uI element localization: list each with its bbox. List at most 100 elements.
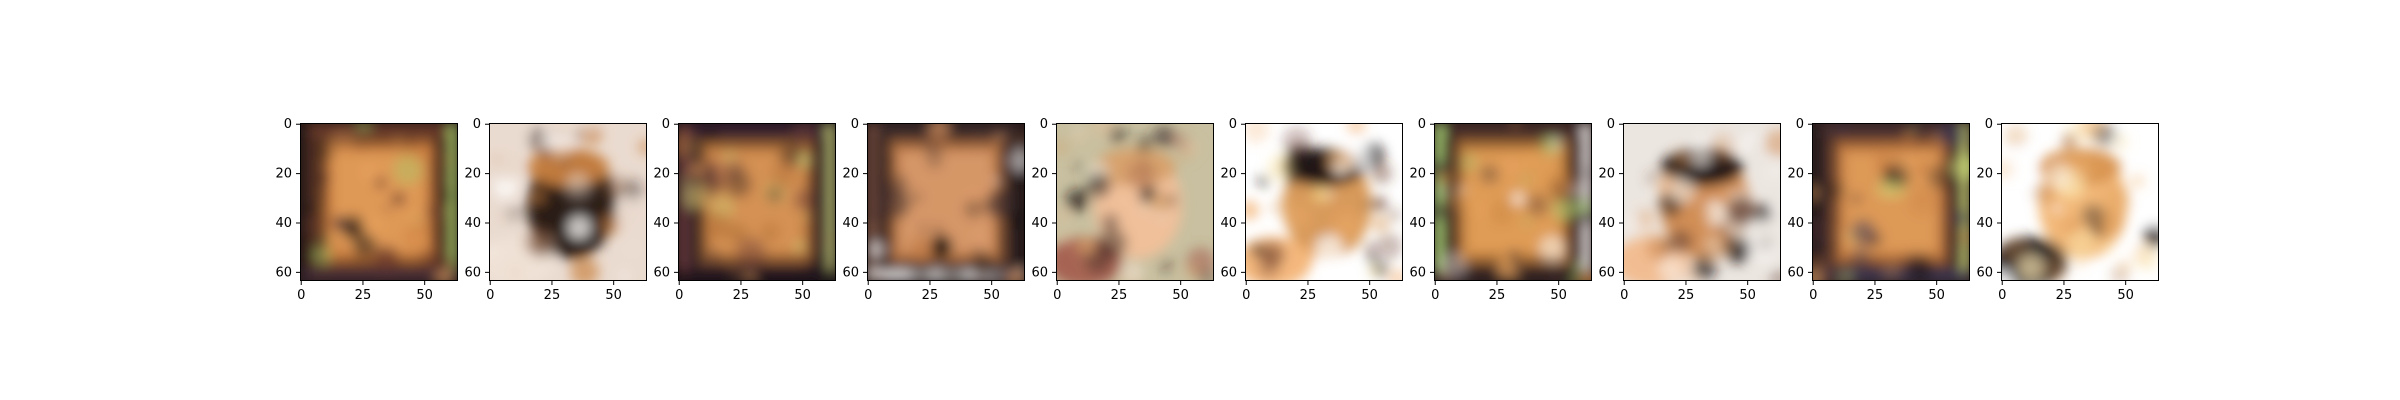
y-tick-label: 0 [473,117,481,132]
y-tick-label: 0 [851,117,859,132]
y-tick-label: 40 [653,216,670,231]
noise-speck [1139,201,1153,214]
x-tick-label: 25 [733,288,750,303]
edge-left [1434,123,1444,281]
noise-speck [1080,263,1088,270]
y-tick-label: 20 [1409,167,1426,182]
axes-frame [1812,123,1970,281]
x-tick-label: 50 [794,288,811,303]
noise-speck [1126,217,1135,226]
noise-speck [570,257,600,281]
noise-speck [910,190,923,204]
noise-speck [2117,259,2132,274]
noise-speck [413,217,421,225]
noise-speck [1325,190,1334,199]
edge-left [867,123,877,281]
noise-speck [492,154,499,162]
noise-speck [1539,235,1567,263]
noise-speck [1765,129,1781,158]
noise-speck [1282,202,1311,231]
noise-speck [1726,196,1757,226]
x-tick-label: 50 [605,288,622,303]
noise-speck [2130,174,2145,188]
image-content [678,123,836,281]
noise-speck [1549,136,1564,151]
panel-image [1812,123,1970,281]
noise-speck [1662,241,1672,251]
noise-speck [2075,259,2085,269]
noise-speck [511,269,519,276]
x-tick-label: 25 [355,288,372,303]
noise-speck [1638,209,1653,223]
noise-speck [1158,257,1174,273]
noise-speck [344,145,355,155]
noise-speck [321,234,331,245]
noise-speck [680,177,687,184]
noise-speck [542,137,555,150]
noise-speck [1850,193,1862,205]
noise-speck [1708,133,1738,164]
noise-speck [724,150,735,162]
noise-speck [310,202,322,214]
noise-speck [443,155,452,165]
noise-speck [1142,165,1150,173]
panel-image [678,123,836,281]
panel-10: 0 25 50 0 20 40 60 [1976,117,2159,303]
noise-speck [1907,124,1918,136]
panel-image [1434,123,1592,281]
y-tick-label: 60 [1976,265,1993,280]
axes-frame [300,123,458,281]
panels-row: 0 25 50 0 20 40 60 0 25 50 0 20 40 60 0 25 50 0 20 40 60 0 25 5… [275,117,2159,303]
noise-speck [1066,188,1090,213]
noise-speck [1447,185,1473,210]
noise-speck [1476,203,1491,218]
noise-speck [1691,255,1717,281]
noise-speck [1364,201,1372,209]
y-tick-label: 60 [653,265,670,280]
noise-speck [489,247,496,256]
panel-9: 0 25 50 0 20 40 60 [1787,117,1970,303]
x-tick-label: 25 [1300,288,1317,303]
image-content [300,123,458,281]
x-tick-label: 25 [1111,288,1128,303]
noise-speck [1257,175,1270,188]
noise-speck [2040,256,2068,281]
axes-frame [2001,123,2159,281]
noise-speck [1523,217,1531,226]
noise-speck [1572,260,1584,272]
noise-speck [1388,268,1403,281]
noise-speck [1812,254,1830,277]
x-tick-label: 50 [416,288,433,303]
y-tick-label: 0 [1229,117,1237,132]
noise-speck [1434,201,1446,222]
x-tick-label: 0 [486,288,494,303]
noise-speck [768,188,782,202]
noise-speck [559,123,574,136]
noise-speck [803,213,810,220]
x-tick-label: 25 [544,288,561,303]
image-content [2001,123,2159,281]
noise-speck [1552,196,1578,222]
noise-speck [1683,202,1711,230]
noise-speck [580,123,601,134]
noise-speck [1086,173,1111,198]
noise-speck [362,212,385,236]
noise-speck [1152,125,1176,149]
noise-speck [1332,210,1362,241]
noise-speck [1937,123,1966,149]
noise-speck [1458,153,1478,173]
noise-speck [1057,209,1071,223]
panel-8: 0 25 50 0 20 40 60 [1598,117,1781,303]
noise-speck [1440,187,1447,195]
noise-speck [1524,150,1537,163]
noise-speck [689,145,697,153]
noise-speck [426,243,438,255]
noise-speck [1268,204,1277,212]
noise-speck [1958,229,1970,246]
noise-speck [1197,268,1214,281]
x-tick-label: 50 [1361,288,1378,303]
noise-speck [2063,217,2080,235]
noise-speck [1249,242,1265,258]
noise-speck [1006,268,1025,281]
